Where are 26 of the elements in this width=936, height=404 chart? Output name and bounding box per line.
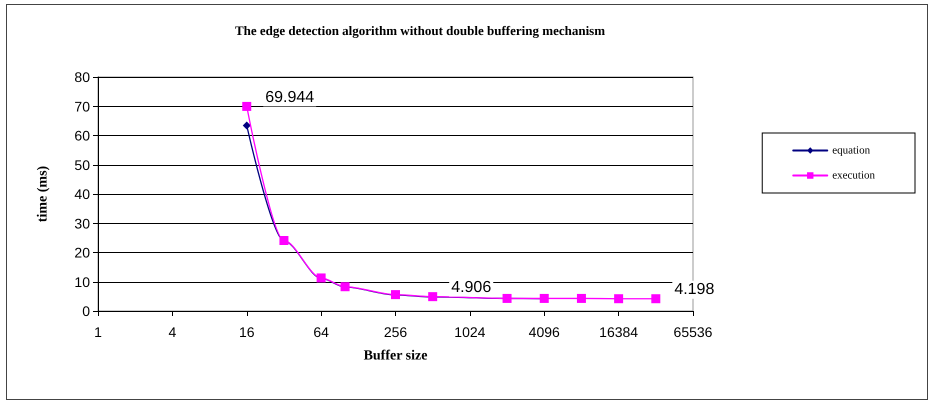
y-tick-label: 0: [82, 303, 90, 319]
x-tick-label: 65536: [674, 324, 713, 340]
y-tick-label: 70: [74, 98, 90, 114]
data-label: 4.906: [451, 279, 492, 296]
y-tick-label: 20: [74, 244, 90, 260]
data-label: 4.198: [674, 281, 714, 298]
y-axis-title: time (ms): [36, 165, 50, 222]
chart-title: The edge detection algorithm without double buffering mechanism: [234, 23, 606, 38]
y-tick-label: 10: [74, 274, 90, 290]
y-tick-label: 60: [74, 128, 90, 144]
y-tick-label: 80: [74, 69, 90, 85]
data-label: 69.944: [265, 88, 314, 106]
legend-label: execution: [832, 170, 876, 182]
x-tick-label: 256: [384, 324, 408, 340]
x-tick-label: 16384: [599, 324, 638, 340]
x-tick-label: 16: [238, 324, 255, 340]
y-tick-label: 40: [74, 186, 90, 202]
x-tick-label: 64: [313, 324, 330, 340]
y-tick-label: 30: [74, 215, 90, 232]
x-axis-title: Buffer size: [364, 348, 428, 364]
legend-label: equation: [832, 144, 871, 156]
x-tick-label: 1: [94, 324, 102, 340]
x-tick-label: 1024: [454, 324, 486, 340]
x-tick-label: 4096: [528, 324, 560, 340]
x-tick-label: 4: [168, 324, 176, 340]
y-tick-label: 50: [74, 156, 90, 173]
